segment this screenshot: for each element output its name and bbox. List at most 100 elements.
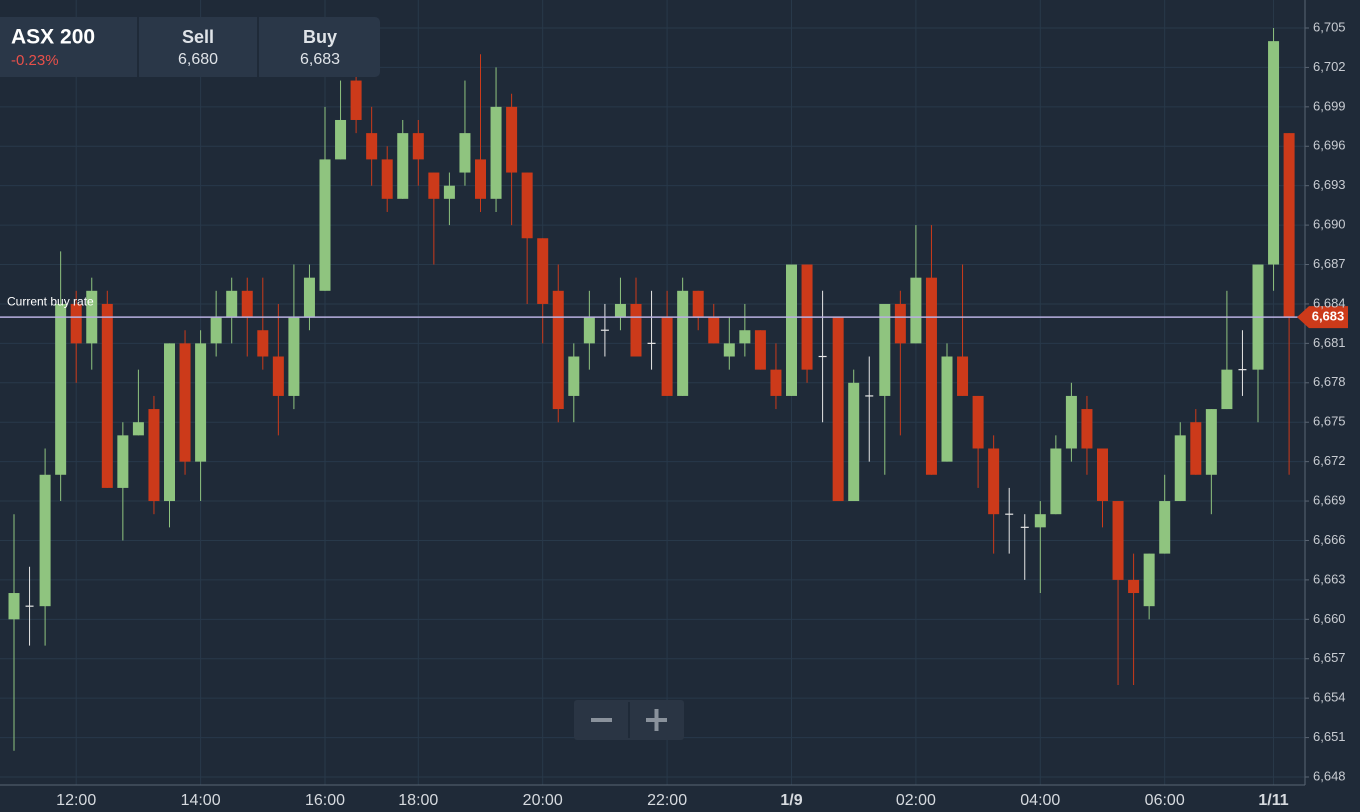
- candle-body: [459, 133, 471, 173]
- candle-body: [894, 303, 906, 344]
- change: -0.23%: [11, 52, 59, 69]
- x-tick-label: 22:00: [647, 792, 687, 809]
- candle-body: [1174, 435, 1186, 502]
- x-tick-label: 06:00: [1145, 792, 1185, 809]
- y-tick-label: 6,696: [1313, 138, 1346, 153]
- y-tick-label: 6,693: [1313, 177, 1346, 192]
- y-tick-label: 6,684: [1313, 295, 1346, 310]
- candle-body: [350, 80, 362, 120]
- panel-bg: [0, 17, 380, 77]
- zoom-in[interactable]: [646, 709, 667, 731]
- current-rate-value: 6,683: [1312, 309, 1345, 324]
- current-rate-label: Current buy rate: [7, 294, 94, 308]
- y-tick-label: 6,651: [1313, 729, 1346, 744]
- x-tick-label: 12:00: [56, 792, 96, 809]
- sell-label[interactable]: Sell: [182, 27, 214, 47]
- x-tick-label: 16:00: [305, 792, 345, 809]
- y-tick-label: 6,681: [1313, 335, 1346, 350]
- candle-body: [335, 119, 347, 160]
- candle-body: [179, 343, 191, 462]
- candle-body: [164, 343, 175, 502]
- candle-body: [521, 172, 533, 239]
- candle-body: [770, 369, 782, 396]
- x-tick-label: 02:00: [896, 792, 936, 809]
- y-tick-label: 6,678: [1313, 374, 1346, 389]
- x-tick-label: 14:00: [181, 792, 221, 809]
- candle-body: [132, 422, 144, 436]
- x-tick-label: 04:00: [1020, 792, 1060, 809]
- candle-body: [319, 159, 331, 291]
- candle-body: [972, 395, 984, 449]
- candle-body: [117, 435, 129, 488]
- candle-body: [583, 317, 595, 344]
- y-tick-label: 6,675: [1313, 414, 1346, 429]
- y-tick-label: 6,660: [1313, 611, 1346, 626]
- candle-body: [241, 290, 253, 318]
- candle-body: [568, 356, 580, 396]
- candle-body: [226, 290, 238, 318]
- candle-body: [910, 277, 922, 344]
- candle-body: [552, 290, 564, 410]
- candle-body: [661, 317, 673, 396]
- y-tick-label: 6,663: [1313, 571, 1346, 586]
- candle-body: [677, 290, 689, 396]
- candle-body: [754, 330, 766, 370]
- buy-price[interactable]: 6,683: [300, 51, 340, 68]
- instrument-name: ASX 200: [11, 26, 95, 49]
- candle-body: [195, 343, 207, 462]
- candle-body: [692, 290, 704, 318]
- candle-body: [1283, 133, 1295, 318]
- sell-price[interactable]: 6,680: [178, 51, 218, 68]
- candle-body: [101, 303, 113, 488]
- candle-body: [443, 185, 455, 199]
- candle-body: [412, 133, 424, 160]
- x-tick-label: 20:00: [523, 792, 563, 809]
- quote-panel: ASX 200 -0.23% Sell 6,680 Buy 6,683: [0, 17, 380, 77]
- x-tick-label: 1/9: [780, 792, 802, 809]
- candle-body: [848, 382, 860, 502]
- y-tick-label: 6,669: [1313, 492, 1346, 507]
- candle-body: [1128, 579, 1140, 594]
- y-tick-label: 6,699: [1313, 98, 1346, 113]
- candle-body: [272, 356, 284, 396]
- current-rate: Current buy rate 6,683: [0, 294, 1348, 329]
- buy-label[interactable]: Buy: [303, 27, 337, 47]
- current-rate-tag: [1297, 306, 1348, 329]
- y-tick-label: 6,672: [1313, 453, 1346, 468]
- x-tick-label: 18:00: [398, 792, 438, 809]
- y-tick-label: 6,690: [1313, 217, 1346, 232]
- candle-body: [490, 106, 502, 199]
- candle-body: [475, 159, 486, 199]
- candle-body: [879, 303, 891, 396]
- candle-body: [397, 133, 409, 199]
- candle-body: [786, 264, 797, 396]
- candle-body: [1205, 409, 1217, 475]
- candle-body: [381, 159, 393, 199]
- candle-body: [428, 172, 440, 199]
- candle-body: [1112, 501, 1124, 580]
- candle-body: [1221, 369, 1233, 410]
- candle-body: [614, 303, 626, 318]
- y-tick-label: 6,648: [1313, 768, 1346, 783]
- candle-body: [832, 317, 844, 502]
- candle-body: [1050, 448, 1062, 515]
- x-tick-label: 1/11: [1258, 792, 1288, 809]
- candle-body: [630, 303, 642, 357]
- candle-body: [1097, 448, 1108, 502]
- y-tick-label: 6,705: [1313, 19, 1346, 34]
- candle-body: [288, 317, 300, 396]
- candle-body: [1065, 395, 1077, 449]
- y-tick-label: 6,666: [1313, 532, 1346, 547]
- zoom-controls: [574, 700, 684, 740]
- candle-body: [723, 343, 735, 357]
- y-tick-label: 6,687: [1313, 256, 1346, 271]
- candle-body: [739, 330, 751, 344]
- candle-body: [303, 277, 315, 318]
- candle-body: [537, 238, 549, 304]
- y-tick-label: 6,702: [1313, 59, 1346, 74]
- y-tick-label: 6,654: [1313, 690, 1346, 705]
- candle-body: [366, 133, 378, 160]
- candle-body: [708, 317, 720, 344]
